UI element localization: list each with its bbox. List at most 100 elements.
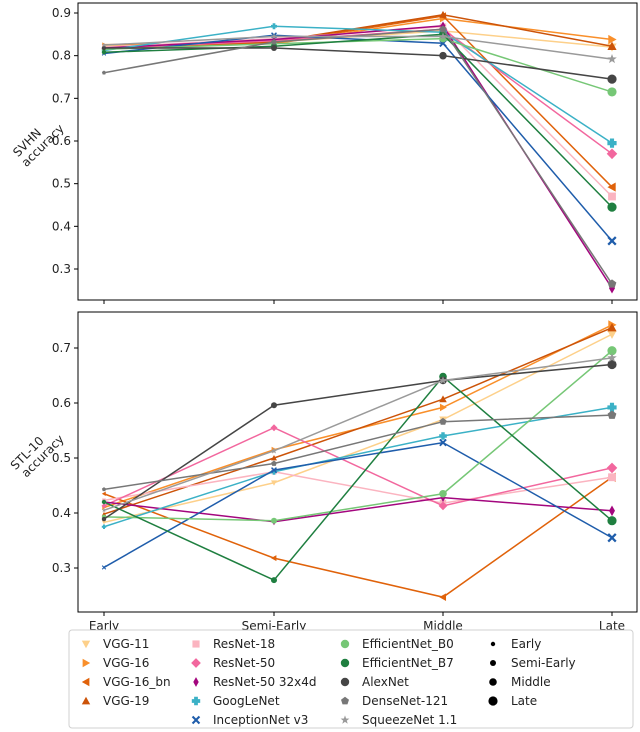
y-tick-label: 0.4 — [52, 506, 71, 520]
series-resnet-18 — [102, 469, 616, 507]
series-line — [103, 37, 613, 93]
series-line — [103, 25, 613, 289]
legend-marker-alexnet — [340, 677, 350, 687]
legend-marker-resnet-18 — [192, 640, 200, 648]
data-point-late — [607, 138, 617, 148]
data-point-early — [101, 520, 107, 525]
data-point-late — [607, 279, 617, 288]
data-point-middle — [439, 432, 447, 440]
legend-size-label-early: Early — [511, 637, 541, 651]
y-tick-label: 0.5 — [52, 451, 71, 465]
series-resnet-50-32x4d — [102, 493, 615, 526]
data-point-late — [607, 410, 617, 419]
series-line — [103, 350, 613, 522]
axes-frame — [77, 2, 638, 301]
data-point-late — [607, 330, 617, 339]
y-tick-label: 0.7 — [52, 91, 71, 105]
data-point-early — [101, 565, 107, 570]
series-vgg-11 — [101, 330, 617, 525]
data-point-middle — [439, 51, 447, 60]
data-point-late — [609, 282, 615, 294]
data-point-late — [607, 202, 617, 212]
series-efficientnet-b7 — [101, 30, 617, 212]
data-point-late — [608, 192, 616, 201]
data-point-early — [101, 507, 107, 513]
data-point-early — [101, 503, 107, 509]
data-point-late — [607, 236, 617, 246]
data-point-semi-early — [270, 424, 278, 432]
data-point-semi-early — [271, 39, 277, 45]
data-point-early — [101, 42, 107, 47]
data-point-middle — [439, 417, 447, 425]
data-point-semi-early — [271, 555, 277, 562]
data-point-middle — [439, 395, 447, 403]
y-tick-label: 0.3 — [52, 262, 71, 276]
y-tick-label: 0.7 — [52, 341, 71, 355]
legend-marker-vgg-16-bn — [81, 677, 90, 687]
data-point-semi-early — [271, 402, 277, 409]
legend-label-resnet-18: ResNet-18 — [213, 637, 275, 651]
legend-marker-efficientnet-b0 — [340, 639, 350, 649]
data-point-early — [101, 487, 107, 492]
y-tick-label: 0.5 — [52, 177, 71, 191]
data-point-semi-early — [271, 517, 277, 524]
legend-size-label-late: Late — [511, 694, 537, 708]
legend-label-inceptionnet-v3: InceptionNet v3 — [213, 713, 308, 727]
data-point-middle — [439, 376, 447, 384]
legend-label-vgg-16-bn: VGG-16_bn — [103, 675, 171, 689]
data-point-late — [608, 34, 617, 45]
legend-marker-densenet-121 — [341, 696, 349, 705]
data-point-early — [101, 524, 107, 529]
data-point-semi-early — [271, 44, 277, 51]
data-point-middle — [439, 10, 447, 18]
data-point-early — [101, 499, 107, 505]
series-line — [103, 33, 613, 208]
series-line — [103, 333, 613, 524]
data-point-early — [101, 491, 106, 496]
data-point-late — [607, 402, 617, 412]
data-point-middle — [439, 403, 447, 412]
series-line — [104, 47, 613, 80]
series-line — [103, 426, 613, 507]
data-point-late — [607, 54, 617, 64]
series-densenet-121 — [101, 25, 617, 288]
series-squeezenet-1-1 — [101, 352, 617, 513]
data-point-late — [607, 323, 617, 332]
data-point-late — [609, 505, 615, 517]
series-line — [103, 375, 613, 582]
legend-label-vgg-19: VGG-19 — [103, 694, 149, 708]
legend-size-marker-late — [488, 696, 498, 706]
series-line — [103, 28, 613, 285]
data-point-late — [608, 473, 616, 482]
data-point-semi-early — [270, 33, 278, 40]
legend-label-googlenet: GoogLeNet — [213, 694, 280, 708]
data-point-semi-early — [271, 467, 277, 474]
legend-label-resnet-50: ResNet-50 — [213, 656, 275, 670]
legend-marker-inceptionnet-v3 — [191, 715, 201, 725]
data-point-late — [607, 87, 617, 97]
data-point-late — [607, 41, 617, 50]
legend-marker-efficientnet-b7 — [340, 658, 350, 668]
series-densenet-121 — [101, 410, 617, 492]
legend-marker-resnet-50-32x4d — [193, 677, 199, 687]
data-point-late — [607, 182, 616, 192]
legend-label-densenet-121: DenseNet-121 — [362, 694, 448, 708]
series-line — [103, 470, 613, 504]
y-tick-label: 0.8 — [52, 49, 71, 63]
series-alexnet — [101, 44, 617, 84]
y-tick-label: 0.6 — [52, 396, 71, 410]
series-squeezenet-1-1 — [101, 32, 617, 64]
data-point-late — [607, 74, 617, 84]
legend-size-marker-early — [490, 641, 496, 647]
data-point-early — [101, 50, 107, 55]
data-point-early — [101, 511, 107, 516]
series-resnet-50-32x4d — [102, 21, 615, 294]
legend-marker-vgg-19 — [81, 696, 91, 705]
data-point-semi-early — [271, 468, 277, 475]
legend-size-label-middle: Middle — [511, 675, 551, 689]
legend-label-efficientnet-b0: EfficientNet_B0 — [362, 637, 454, 651]
y-tick-label: 0.4 — [52, 219, 71, 233]
legend-size-marker-semi-early — [490, 660, 496, 666]
